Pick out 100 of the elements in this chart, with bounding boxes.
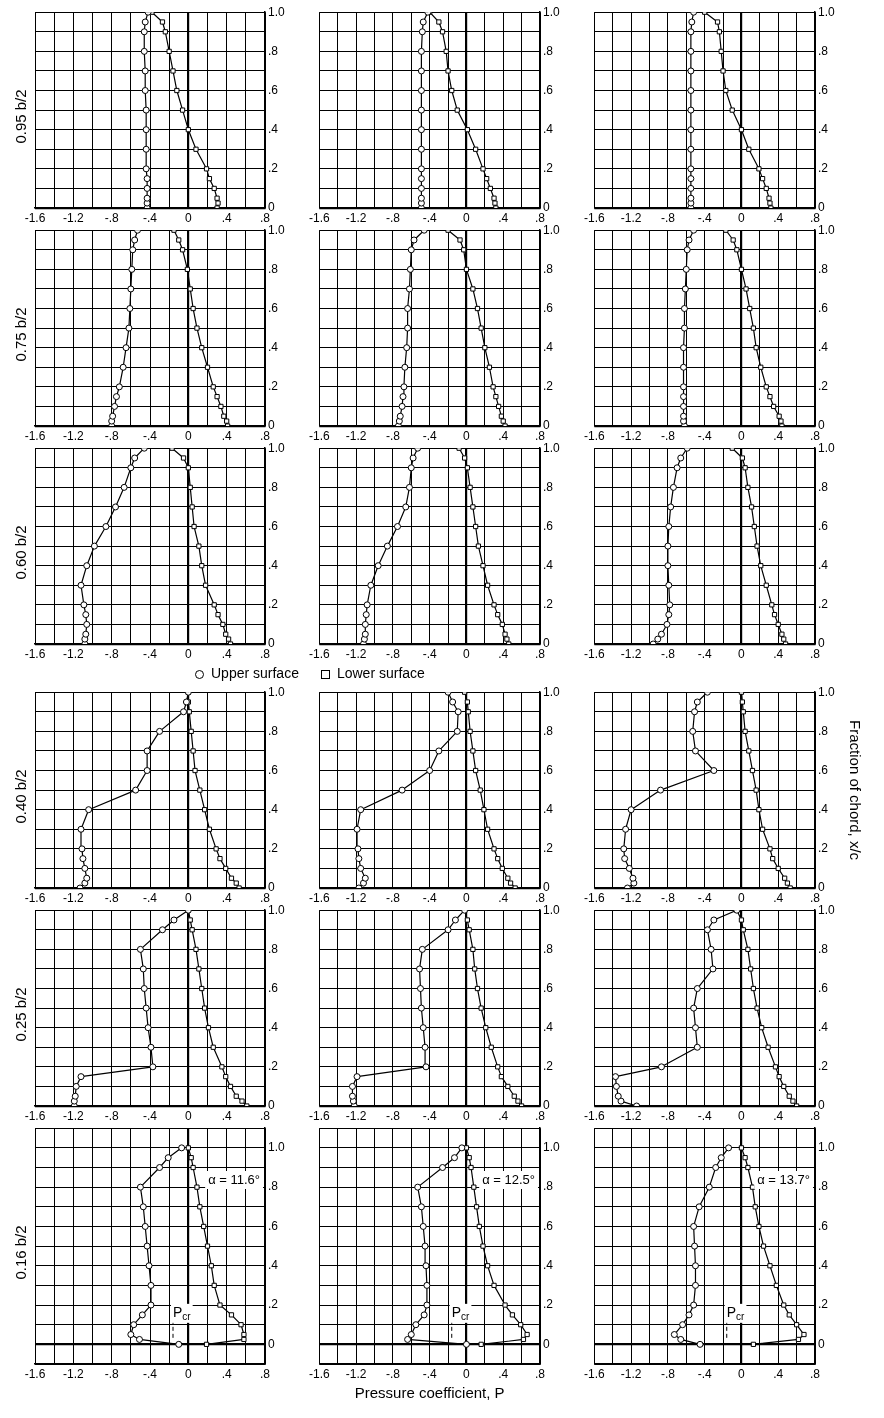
x-tick-label: -1.2: [620, 890, 642, 905]
x-tick-label: -1.6: [584, 1366, 605, 1381]
x-tick-label: -1.2: [62, 1108, 84, 1123]
x-tick-label: 0: [463, 890, 471, 905]
y-tick-label: .4: [543, 1258, 554, 1273]
y-tick-label: .2: [543, 379, 554, 394]
y-tick-label: 0: [818, 1098, 825, 1113]
y-tick-label: .4: [268, 121, 279, 136]
x-tick-label: .4: [773, 1366, 784, 1381]
x-tick-label: .4: [221, 1108, 232, 1123]
y-tick-label: 0: [268, 418, 275, 433]
y-tick-label: 1.0: [818, 440, 836, 455]
x-tick-label: .4: [221, 1366, 232, 1381]
y-tick-label: .8: [818, 261, 829, 276]
y-tick-label: .6: [268, 82, 279, 97]
x-tick-label: .4: [498, 890, 509, 905]
x-tick-label: 0: [738, 646, 746, 661]
y-tick-label: 0: [268, 1336, 275, 1351]
y-tick-label: .4: [818, 1258, 829, 1273]
y-tick-label: 1.0: [268, 902, 286, 917]
y-tick-label: .4: [268, 1258, 279, 1273]
x-tick-label: -.4: [142, 1366, 158, 1381]
y-tick-label: .8: [543, 723, 554, 738]
text: 0.40 b/2: [12, 769, 30, 824]
x-tick-label: -1.2: [345, 890, 367, 905]
x-tick-label: -.4: [142, 428, 158, 443]
x-tick-label: -.4: [697, 428, 712, 443]
x-tick-label: -1.2: [620, 428, 642, 443]
x-tick-label: 0: [738, 428, 746, 443]
x-tick-label: -1.2: [345, 646, 367, 661]
y-tick-label: 0: [268, 880, 275, 895]
y-tick-label: .4: [818, 801, 829, 816]
y-tick-label: .4: [543, 557, 554, 572]
y-tick-label: .2: [543, 161, 554, 176]
x-tick-label: -.4: [422, 646, 437, 661]
x-tick-label: -.8: [104, 210, 119, 225]
y-tick-label: .2: [543, 1059, 554, 1074]
y-tick-label: .2: [268, 1059, 279, 1074]
x-tick-label: -1.6: [584, 210, 605, 225]
y-tick-label: 1.0: [268, 684, 286, 699]
x-tick-label: -1.6: [309, 1366, 330, 1381]
x-tick-label: -.4: [422, 890, 437, 905]
y-tick-label: .8: [268, 1179, 279, 1194]
y-tick-label: 0: [543, 636, 550, 651]
x-tick-label: -.8: [660, 210, 676, 225]
y-tick-label: 1.0: [543, 222, 561, 237]
x-tick-label: -1.2: [62, 210, 84, 225]
y-tick-label: .2: [268, 1297, 279, 1312]
x-tick-label: -1.2: [345, 1366, 367, 1381]
y-tick-label: 1.0: [543, 902, 561, 917]
y-tick-label: .2: [268, 841, 279, 856]
x-tick-label: -.8: [385, 210, 401, 225]
y-tick-label: .8: [818, 941, 829, 956]
x-tick-label: 0: [463, 646, 471, 661]
x-tick-label: -.4: [142, 646, 158, 661]
y-tick-label: 1.0: [543, 1140, 561, 1155]
x-tick-label: -.8: [660, 1108, 676, 1123]
x-tick-label: 0: [738, 1366, 746, 1381]
x-tick-label: 0: [738, 1108, 746, 1123]
x-tick-label: -1.6: [584, 890, 605, 905]
x-tick-label: 0: [184, 646, 192, 661]
annotation: α = 11.6°: [208, 1171, 260, 1187]
y-tick-label: 0: [543, 880, 550, 895]
y-tick-label: 0: [818, 200, 825, 215]
y-tick-label: .6: [818, 1218, 829, 1233]
x-tick-label: .4: [498, 646, 509, 661]
y-tick-label: 1.0: [818, 1140, 836, 1155]
y-tick-label: .6: [543, 82, 554, 97]
x-tick-label: 0: [463, 210, 471, 225]
x-tick-label: -1.6: [584, 428, 605, 443]
x-tick-label: .4: [221, 890, 232, 905]
y-tick-label: .6: [818, 518, 829, 533]
y-tick-label: .8: [818, 43, 829, 58]
x-tick-label: -1.2: [62, 646, 84, 661]
x-tick-label: -1.6: [24, 890, 46, 905]
y-tick-label: 0: [543, 1336, 550, 1351]
x-tick-label: 0: [463, 1108, 471, 1123]
y-tick-label: .8: [268, 479, 279, 494]
y-tick-label: 1.0: [543, 684, 561, 699]
y-tick-label: .4: [543, 1019, 554, 1034]
x-tick-label: .4: [773, 890, 784, 905]
x-tick-label: -1.2: [62, 890, 84, 905]
x-tick-label: -1.6: [309, 646, 330, 661]
y-tick-label: .4: [543, 339, 554, 354]
y-tick-label: 0: [543, 1098, 550, 1113]
x-tick-label: -.8: [660, 428, 676, 443]
x-tick-label: -1.2: [620, 646, 642, 661]
x-tick-label: -.8: [385, 1366, 401, 1381]
annotation: α = 12.5°: [482, 1171, 535, 1187]
x-tick-label: 0: [184, 1366, 192, 1381]
y-tick-label: .4: [818, 1019, 829, 1034]
y-tick-label: 1.0: [268, 1140, 286, 1155]
x-tick-label: 0: [184, 1108, 192, 1123]
x-tick-label: -.4: [697, 1366, 712, 1381]
x-tick-label: -.8: [385, 646, 401, 661]
y-tick-label: .4: [268, 557, 279, 572]
y-tick-label: .6: [818, 980, 829, 995]
y-tick-label: 1.0: [543, 4, 561, 19]
y-tick-label: 0: [268, 636, 275, 651]
y-tick-label: 0: [543, 418, 550, 433]
